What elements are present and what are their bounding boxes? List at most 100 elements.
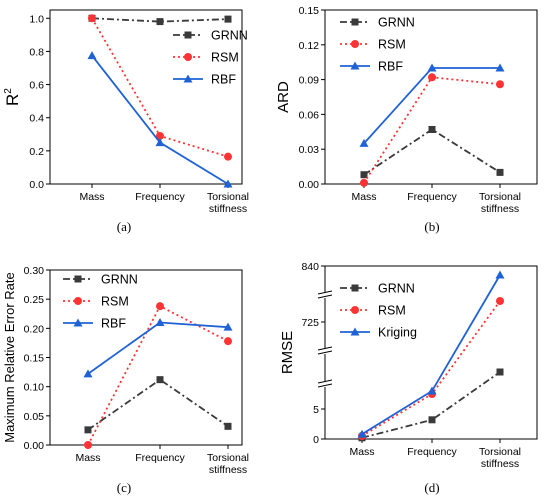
x-tick-label: Mass [351,191,376,203]
legend-label: GRNN [378,282,415,296]
y-tick-label: 5 [313,404,319,416]
legend-marker [183,74,193,83]
series-line [361,274,501,435]
series-line [361,300,501,437]
legend-marker [74,275,82,283]
data-point [155,318,165,326]
x-tick-label: Frequency [407,191,457,203]
x-tick-label: Frequency [135,191,185,203]
data-point [156,18,164,26]
legend-label: Kriging [378,326,417,340]
axis-break-gap [318,292,332,298]
legend-marker [350,61,360,70]
data-point [496,297,504,305]
y-axis-label: R2 [3,88,22,106]
data-point [224,15,232,23]
data-point [223,322,233,331]
x-tick-label: Torsional [207,191,249,203]
x-tick-label: Mass [349,446,374,458]
x-tick-label: Torsional [207,452,249,464]
panel-label: (c) [117,480,131,495]
axis-break-gap [318,381,332,387]
legend-label: RBF [211,73,236,87]
axis-break-mark [317,350,333,355]
plot-frame [324,265,538,440]
data-point [88,14,96,23]
x-tick-label: Frequency [407,446,457,458]
y-tick-label: 0.8 [29,46,44,58]
data-point [496,80,504,89]
y-tick-label: 0.00 [24,440,45,452]
axis-break-mark [317,346,333,351]
y-tick-label: 725 [301,317,319,329]
legend-marker [351,306,359,314]
axis-break-mark [317,294,333,299]
y-tick-label: 0.05 [24,411,45,423]
plot-frame [49,9,243,185]
panel-b: 0.00 0.03 0.06 0.09 0.12 0.15 Mass Frequency Tor… [275,5,538,234]
data-point [359,138,369,147]
panel-c: 0.00 0.05 0.10 0.15 0.20 0.25 0.30 Mass Frequenc… [2,265,249,495]
axis-break-gap [318,348,332,354]
data-point [87,51,97,60]
legend-label: GRNN [378,16,415,30]
data-point [428,416,436,424]
x-tick-label: Torsional [479,191,521,203]
legend-marker [184,31,192,39]
y-tick-label: 0.6 [29,80,44,92]
panel-label: (d) [424,480,439,495]
legend-marker [74,297,82,305]
y-tick-label: 0.15 [299,5,320,17]
x-tick-label: stiffness [209,203,247,215]
data-point [428,73,436,82]
data-point [495,63,505,72]
data-point [496,368,504,376]
data-point [360,178,368,187]
data-point [156,376,164,384]
data-point [495,270,505,279]
legend-marker [351,40,359,48]
x-tick-label: Torsional [479,446,521,458]
x-tick-label: Frequency [135,452,185,464]
y-tick-label: 1.0 [29,13,44,25]
y-tick-label: 0.4 [29,113,44,125]
data-point [84,426,92,434]
y-tick-label: 0.20 [24,323,45,335]
legend-marker [350,327,360,336]
axis-break-mark [317,379,333,384]
y-tick-label: 0 [313,434,319,446]
y-tick-label: 0.0 [29,179,44,191]
data-point [496,168,504,176]
y-tick-label: 0.30 [24,265,45,277]
legend-label: RSM [211,51,239,65]
plot-frame [49,269,243,446]
y-tick-label: 0.10 [24,382,45,394]
axis-break-mark [317,383,333,388]
legend-marker [351,18,359,26]
plot-frame [324,9,538,185]
y-tick-label: 0.00 [299,179,320,191]
x-tick-label: stiffness [209,464,247,476]
data-point [224,152,232,161]
y-axis-label: RMSE [279,331,296,374]
legend-label: RBF [378,60,403,74]
legend-marker [184,53,192,61]
data-point [84,441,92,449]
series-line [361,371,501,439]
y-tick-label: 0.03 [299,144,320,156]
data-point [357,429,367,438]
legend-marker [73,318,83,327]
x-tick-label: stiffness [481,458,519,470]
data-point [224,337,232,346]
legend-label: RSM [101,295,129,309]
y-tick-label: 0.25 [24,294,45,306]
data-point [428,125,436,133]
data-point [83,369,93,378]
panel-label: (a) [117,219,131,234]
panel-label: (b) [424,219,439,234]
y-tick-label: 0.2 [29,146,44,158]
y-tick-label: 0.09 [299,75,320,87]
legend-label: GRNN [101,273,138,287]
data-point [223,179,233,188]
